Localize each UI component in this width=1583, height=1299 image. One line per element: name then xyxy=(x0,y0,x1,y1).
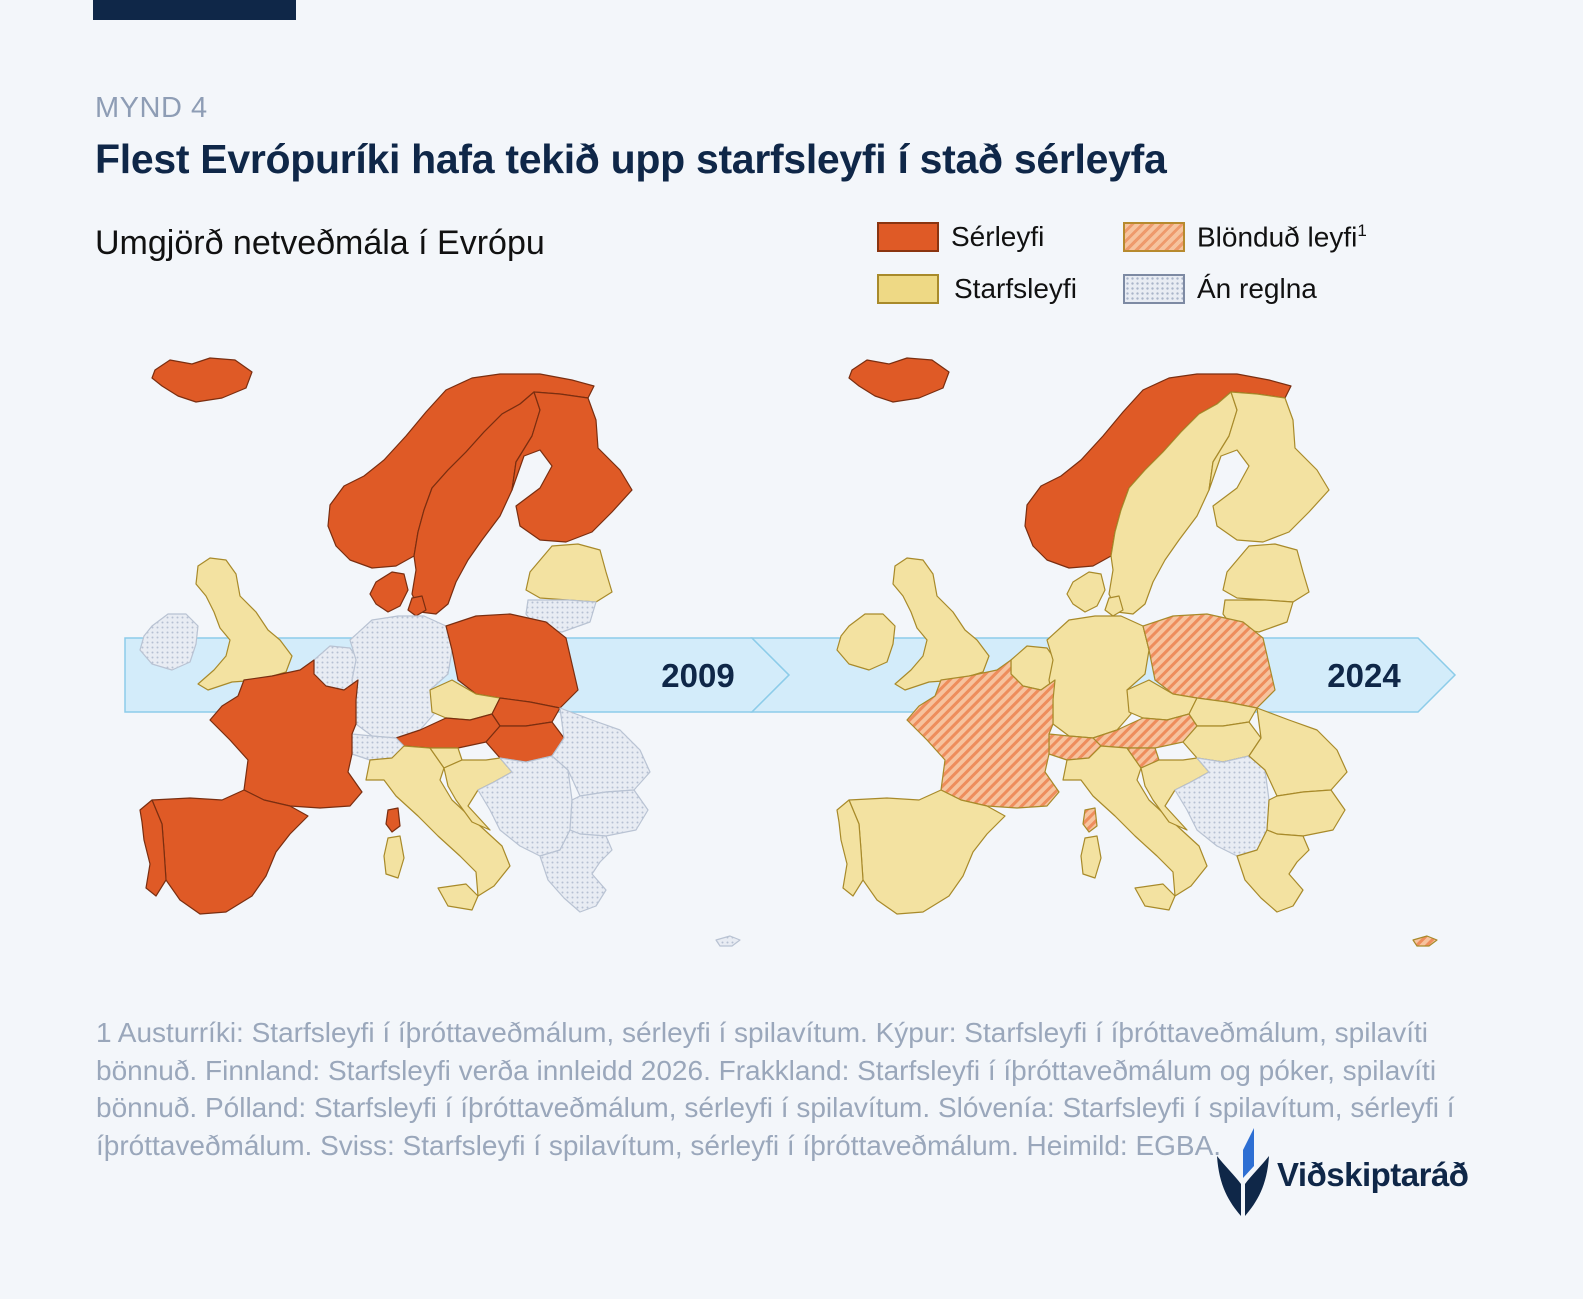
map-2009 xyxy=(139,357,741,947)
logo-text: Viðskiptaráð xyxy=(1277,1156,1469,1193)
country-denmark xyxy=(1066,571,1124,617)
country-germany xyxy=(349,615,453,739)
country-iceland xyxy=(848,357,950,403)
country-romania xyxy=(551,707,651,797)
country-portugal xyxy=(139,799,167,897)
legend-label: Án reglna xyxy=(1197,273,1317,304)
country-sweden xyxy=(411,391,541,615)
country-sicily xyxy=(1134,883,1176,911)
country-portugal xyxy=(836,799,864,897)
figure-subtitle: Umgjörð netveðmála í Evrópu xyxy=(95,224,545,262)
figure-kicker: MYND 4 xyxy=(95,92,208,124)
map-2024 xyxy=(836,357,1438,947)
country-bulgaria xyxy=(1266,789,1346,837)
country-finland xyxy=(1208,391,1330,543)
country-spain xyxy=(848,789,1006,915)
country-iceland xyxy=(151,357,253,403)
country-ireland xyxy=(836,613,896,671)
top-accent-bar xyxy=(93,0,296,20)
legend-label: Sérleyfi xyxy=(951,221,1045,252)
country-greece xyxy=(539,829,613,913)
country-spain xyxy=(151,789,309,915)
country-corsica xyxy=(385,807,401,833)
country-poland xyxy=(445,613,579,709)
legend-swatch-an-reglna xyxy=(1123,274,1185,304)
country-sardinia xyxy=(1080,835,1102,879)
country-poland xyxy=(1142,613,1276,709)
legend-item-serleyfi: Sérleyfi xyxy=(877,221,1044,253)
country-france xyxy=(906,659,1060,809)
legend-label: Blönduð leyfi1 xyxy=(1197,221,1367,253)
country-greece xyxy=(1236,829,1310,913)
legend-label: Starfsleyfi xyxy=(954,273,1077,304)
country-cyprus xyxy=(1412,935,1438,947)
country-ireland xyxy=(139,613,199,671)
legend-swatch-serleyfi xyxy=(877,222,939,252)
legend-swatch-starfsleyfi xyxy=(877,274,939,304)
legend-item-blandad: Blönduð leyfi1 xyxy=(1123,221,1367,253)
country-bulgaria xyxy=(569,789,649,837)
country-sicily xyxy=(437,883,479,911)
country-finland xyxy=(511,391,633,543)
country-france xyxy=(209,659,363,809)
country-sweden xyxy=(1108,391,1238,615)
legend-footnote-mark: 1 xyxy=(1357,221,1367,240)
year-label-2024: 2024 xyxy=(1327,657,1401,694)
country-baltics xyxy=(1222,543,1310,603)
legend-item-starfsleyfi: Starfsleyfi xyxy=(877,273,1077,305)
europe-maps: 2009 2024 xyxy=(124,357,1457,947)
country-germany xyxy=(1046,615,1150,739)
country-sardinia xyxy=(383,835,405,879)
year-label-2009: 2009 xyxy=(661,657,734,694)
country-corsica xyxy=(1082,807,1098,833)
country-cyprus xyxy=(715,935,741,947)
leaf-logo-icon xyxy=(1217,1128,1269,1216)
country-denmark xyxy=(369,571,427,617)
legend: Sérleyfi Blönduð leyfi1 Starfsleyfi Án r… xyxy=(877,216,1437,316)
legend-item-an-reglna: Án reglna xyxy=(1123,273,1317,305)
country-romania xyxy=(1248,707,1348,797)
country-baltics xyxy=(525,543,613,603)
vidskiptarad-logo: Viðskiptaráð xyxy=(1213,1126,1493,1222)
figure-title: Flest Evrópuríki hafa tekið upp starfsle… xyxy=(95,136,1167,182)
footnote: 1 Austurríki: Starfsleyfi í íþróttaveðmá… xyxy=(96,1017,1455,1161)
legend-swatch-blandad xyxy=(1123,222,1185,253)
